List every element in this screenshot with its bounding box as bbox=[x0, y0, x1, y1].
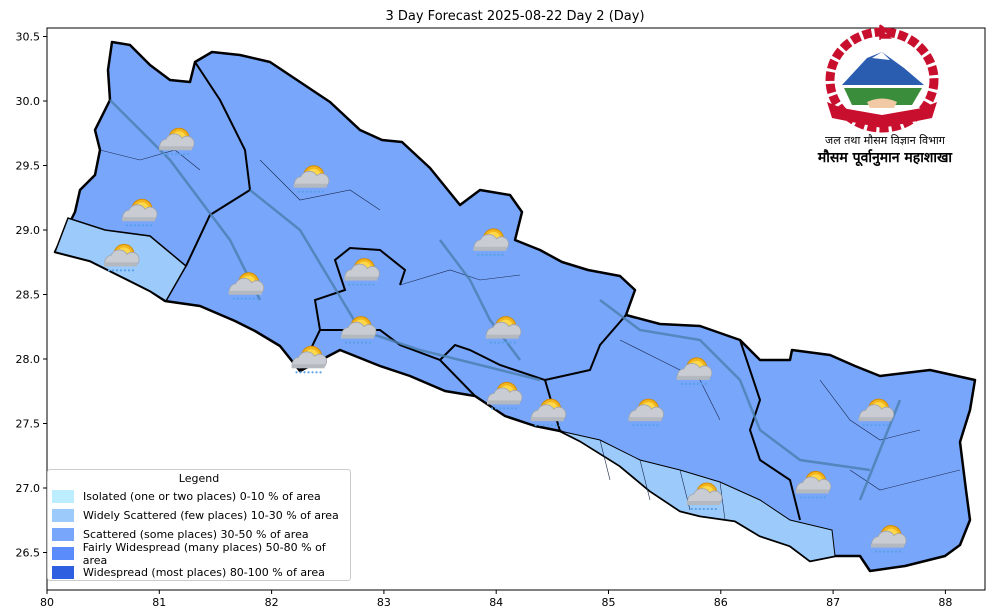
province-boundaries bbox=[185, 61, 801, 521]
x-axis: 80 81 82 83 84 85 86 87 88 bbox=[40, 590, 952, 609]
legend-item-widespread: Widespread (most places) 80-100 % of are… bbox=[48, 563, 350, 582]
nepal-region-scattered bbox=[53, 40, 977, 573]
map-title: 3 Day Forecast 2025-08-22 Day 2 (Day) bbox=[385, 9, 645, 24]
department-name: जल तथा मौसम विज्ञान विभाग मौसम पूर्वानुम… bbox=[800, 133, 970, 167]
x-tick-label: 86 bbox=[714, 596, 728, 609]
department-line: जल तथा मौसम विज्ञान विभाग bbox=[825, 134, 945, 147]
x-tick-label: 82 bbox=[265, 596, 279, 609]
y-tick-label: 28.0 bbox=[16, 353, 41, 366]
legend-label: Widely Scattered (few places) 10-30 % of… bbox=[83, 509, 339, 522]
legend-item-isolated: Isolated (one or two places) 0-10 % of a… bbox=[48, 487, 350, 506]
y-tick-label: 26.5 bbox=[16, 547, 41, 560]
x-tick-label: 81 bbox=[152, 596, 166, 609]
legend-label: Isolated (one or two places) 0-10 % of a… bbox=[83, 490, 321, 503]
legend-item-widely-scattered: Widely Scattered (few places) 10-30 % of… bbox=[48, 506, 350, 525]
division-line: मौसम पूर्वानुमान महाशाखा bbox=[817, 150, 953, 166]
legend-swatch bbox=[52, 528, 74, 541]
x-tick-label: 85 bbox=[602, 596, 616, 609]
x-tick-label: 84 bbox=[489, 596, 503, 609]
y-tick-label: 28.5 bbox=[16, 289, 41, 302]
x-tick-label: 80 bbox=[40, 596, 54, 609]
legend-label: Fairly Widespread (many places) 50-80 % … bbox=[82, 540, 326, 567]
x-tick-label: 87 bbox=[826, 596, 840, 609]
legend-swatch bbox=[52, 547, 74, 560]
legend-item-scattered: Scattered (some places) 30-50 % of area bbox=[48, 525, 350, 544]
legend-swatch bbox=[52, 566, 74, 579]
legend-label: Scattered (some places) 30-50 % of area bbox=[83, 528, 309, 541]
legend-swatch bbox=[52, 509, 74, 522]
y-tick-label: 29.5 bbox=[16, 160, 41, 173]
y-tick-label: 29.0 bbox=[16, 224, 41, 237]
emblem-logo bbox=[825, 24, 939, 133]
y-tick-label: 27.0 bbox=[16, 482, 41, 495]
legend-swatch bbox=[52, 490, 74, 503]
legend-title: Legend bbox=[178, 472, 220, 485]
x-tick-label: 83 bbox=[377, 596, 391, 609]
y-tick-label: 27.5 bbox=[16, 418, 41, 431]
y-axis: 30.5 30.0 29.5 29.0 28.5 28.0 27.5 27.0 26.5 bbox=[16, 31, 47, 560]
y-tick-label: 30.5 bbox=[16, 31, 41, 44]
legend: Legend Isolated (one or two places) 0-10… bbox=[47, 469, 351, 581]
legend-item-fairly-widespread: Fairly Widespread (many places) 50-80 % … bbox=[48, 541, 350, 567]
y-tick-label: 30.0 bbox=[16, 95, 41, 108]
legend-label: Widespread (most places) 80-100 % of are… bbox=[83, 566, 325, 579]
x-tick-label: 88 bbox=[938, 596, 952, 609]
